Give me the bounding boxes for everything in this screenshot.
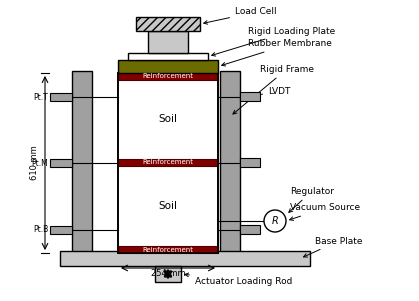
Text: Soil: Soil bbox=[158, 114, 178, 125]
Text: Reinforcement: Reinforcement bbox=[142, 247, 194, 253]
Bar bbox=[50, 93, 72, 101]
Text: Vacuum Source: Vacuum Source bbox=[290, 203, 360, 220]
Text: Reinforcement: Reinforcement bbox=[142, 73, 194, 79]
Bar bbox=[118, 159, 218, 166]
Bar bbox=[118, 73, 218, 253]
Text: Rigid Loading Plate: Rigid Loading Plate bbox=[212, 26, 335, 56]
Text: LVDT: LVDT bbox=[254, 86, 290, 97]
Bar bbox=[118, 73, 218, 253]
Bar bbox=[240, 158, 260, 167]
Text: Rigid Frame: Rigid Frame bbox=[233, 64, 314, 114]
Bar bbox=[50, 159, 72, 167]
Bar bbox=[240, 92, 260, 101]
Bar bbox=[220, 71, 240, 253]
Bar bbox=[136, 17, 200, 31]
Text: R: R bbox=[272, 216, 278, 226]
Bar bbox=[118, 246, 218, 253]
Text: 610 mm: 610 mm bbox=[30, 146, 39, 180]
Text: 254 mm: 254 mm bbox=[151, 269, 185, 278]
Bar bbox=[118, 73, 218, 80]
Text: Pt.T: Pt.T bbox=[33, 92, 48, 101]
Bar bbox=[155, 266, 181, 282]
Text: Load Cell: Load Cell bbox=[204, 8, 277, 24]
Bar bbox=[240, 225, 260, 234]
Text: Rubber Membrane: Rubber Membrane bbox=[222, 39, 332, 66]
Circle shape bbox=[264, 210, 286, 232]
Text: Reinforcement: Reinforcement bbox=[142, 160, 194, 166]
Bar bbox=[118, 60, 218, 73]
Text: Actuator Loading Rod: Actuator Loading Rod bbox=[185, 273, 292, 286]
Bar bbox=[50, 226, 72, 234]
Text: Regulator: Regulator bbox=[289, 187, 334, 213]
Text: Pt.M: Pt.M bbox=[31, 159, 48, 167]
Bar bbox=[72, 71, 92, 253]
Bar bbox=[128, 53, 208, 60]
Bar bbox=[60, 251, 310, 266]
Text: Pt.B: Pt.B bbox=[33, 225, 48, 234]
Bar bbox=[148, 31, 188, 53]
Text: Soil: Soil bbox=[158, 201, 178, 211]
Text: Base Plate: Base Plate bbox=[303, 237, 362, 257]
